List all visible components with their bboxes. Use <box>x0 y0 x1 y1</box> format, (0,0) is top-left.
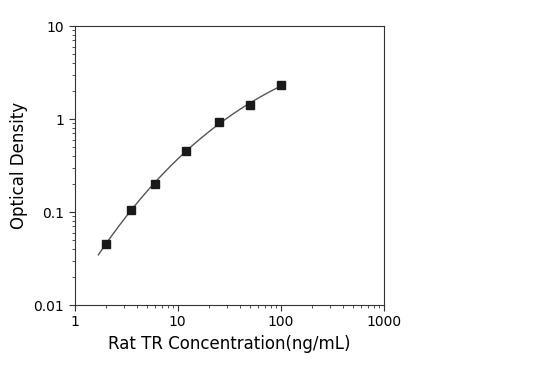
Y-axis label: Optical Density: Optical Density <box>10 102 28 229</box>
X-axis label: Rat TR Concentration(ng/mL): Rat TR Concentration(ng/mL) <box>108 335 350 353</box>
